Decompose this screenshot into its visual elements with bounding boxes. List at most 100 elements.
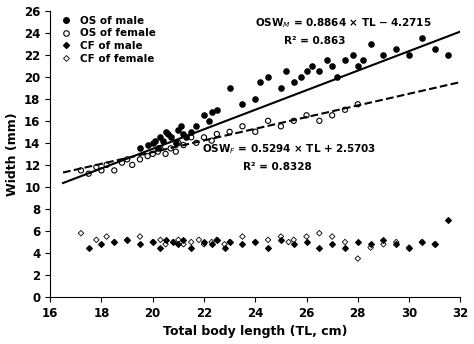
Point [162, 129, 169, 135]
X-axis label: Total body length (TL, cm): Total body length (TL, cm) [163, 325, 347, 338]
Point [444, 52, 451, 57]
Point [277, 123, 285, 129]
Point [187, 135, 195, 140]
Point [354, 63, 362, 68]
Point [180, 131, 187, 137]
Point [226, 129, 233, 135]
Point [208, 138, 216, 143]
Point [341, 57, 349, 63]
Point [123, 237, 131, 243]
Point [162, 241, 169, 247]
Point [354, 101, 362, 107]
Point [380, 237, 387, 243]
Point [208, 109, 216, 115]
Point [431, 46, 438, 52]
Point [277, 85, 285, 90]
Point [167, 146, 174, 151]
Point [110, 239, 118, 245]
Point [162, 151, 169, 157]
Point [103, 162, 110, 168]
Point [182, 135, 190, 140]
Text: R² = 0.863: R² = 0.863 [284, 36, 346, 46]
Point [200, 241, 208, 247]
Point [316, 245, 323, 250]
Point [208, 241, 216, 247]
Point [180, 241, 187, 247]
Point [156, 245, 164, 250]
Point [167, 135, 174, 140]
Point [367, 245, 374, 250]
Point [152, 138, 159, 143]
Point [180, 237, 187, 243]
Point [418, 35, 426, 41]
Point [195, 237, 203, 243]
Point [405, 245, 413, 250]
Point [213, 131, 220, 137]
Point [264, 74, 272, 79]
Point [252, 129, 259, 135]
Point [149, 151, 156, 157]
Point [316, 230, 323, 236]
Text: OSW$_M$ = 0.8864 × TL − 4.2715: OSW$_M$ = 0.8864 × TL − 4.2715 [255, 16, 432, 30]
Point [290, 237, 298, 243]
Point [238, 101, 246, 107]
Point [200, 239, 208, 245]
Point [174, 140, 182, 146]
Point [123, 157, 131, 162]
Point [213, 237, 220, 243]
Point [298, 74, 305, 79]
Point [98, 168, 105, 173]
Point [205, 118, 213, 123]
Point [252, 239, 259, 245]
Point [392, 241, 400, 247]
Point [156, 237, 164, 243]
Point [154, 149, 162, 154]
Point [85, 245, 92, 250]
Point [431, 241, 438, 247]
Point [354, 239, 362, 245]
Point [221, 241, 228, 247]
Point [349, 52, 356, 57]
Point [136, 234, 144, 239]
Point [238, 234, 246, 239]
Point [98, 241, 105, 247]
Point [192, 123, 200, 129]
Point [187, 245, 195, 250]
Text: OSW$_F$ = 0.5294 × TL + 2.5703: OSW$_F$ = 0.5294 × TL + 2.5703 [202, 142, 376, 156]
Point [303, 234, 310, 239]
Point [380, 241, 387, 247]
Point [405, 52, 413, 57]
Point [405, 245, 413, 250]
Point [367, 241, 374, 247]
Point [226, 239, 233, 245]
Point [169, 239, 177, 245]
Legend: OS of male, OS of female, CF of male, CF of female: OS of male, OS of female, CF of male, CF… [55, 16, 156, 64]
Point [174, 237, 182, 243]
Point [328, 63, 336, 68]
Point [303, 112, 310, 118]
Point [418, 239, 426, 245]
Point [77, 168, 85, 173]
Point [328, 234, 336, 239]
Point [316, 118, 323, 123]
Point [359, 57, 367, 63]
Point [290, 241, 298, 247]
Point [444, 217, 451, 223]
Point [164, 131, 172, 137]
Point [392, 46, 400, 52]
Point [118, 160, 126, 165]
Point [162, 237, 169, 243]
Point [380, 52, 387, 57]
Point [328, 112, 336, 118]
Point [367, 41, 374, 46]
Point [226, 239, 233, 245]
Point [110, 239, 118, 245]
Point [308, 63, 315, 68]
Point [264, 118, 272, 123]
Point [418, 239, 426, 245]
Point [159, 138, 167, 143]
Point [187, 129, 195, 135]
Point [136, 146, 144, 151]
Point [277, 234, 285, 239]
Point [290, 118, 298, 123]
